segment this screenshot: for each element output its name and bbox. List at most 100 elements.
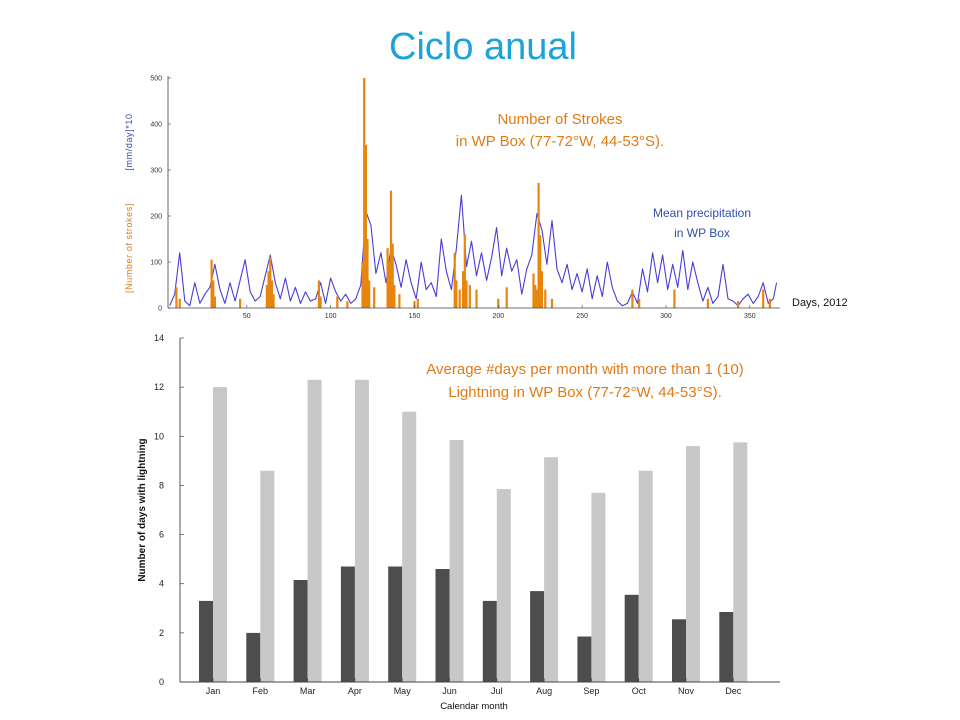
stroke-bar xyxy=(534,285,537,308)
stroke-bar xyxy=(638,298,641,308)
x-tick-label: 200 xyxy=(492,313,504,320)
stroke-bar xyxy=(178,298,181,308)
precipitation-annotation-line-1: Mean precipitation xyxy=(653,206,751,220)
bar-light xyxy=(449,440,464,682)
bar-light xyxy=(733,442,748,682)
y-tick-label: 10 xyxy=(154,431,164,441)
stroke-bar xyxy=(505,287,508,308)
stroke-bar xyxy=(475,289,478,308)
y-tick-label: 100 xyxy=(150,260,162,267)
stroke-bar xyxy=(319,296,322,308)
strokes-annotation-line-1: Number of Strokes xyxy=(497,111,622,128)
stroke-bar xyxy=(210,259,213,308)
lightning-annotation-line-1: Average #days per month with more than 1… xyxy=(426,361,743,378)
stroke-bar xyxy=(269,257,272,308)
stroke-bar xyxy=(239,298,242,308)
bar-light xyxy=(591,492,606,682)
bar-dark xyxy=(719,612,734,682)
strokes-precipitation-chart: 0 100 200 300 400 500 50 100 150 200 250 300 350 [Nu… xyxy=(124,76,848,321)
bar-dark xyxy=(293,580,308,682)
bar-light xyxy=(638,470,653,682)
stroke-bar xyxy=(270,280,274,308)
month-label: Sep xyxy=(583,686,599,696)
y-tick-label: 300 xyxy=(150,168,162,175)
slide-title: Ciclo anual xyxy=(389,26,577,68)
x-tick-label: 350 xyxy=(744,313,756,320)
stroke-bar xyxy=(540,271,543,308)
bar-dark xyxy=(577,636,592,682)
stroke-bar xyxy=(762,289,765,308)
stroke-bar xyxy=(393,285,396,308)
axis-ticks: 0 100 200 300 400 500 50 100 150 200 250 300 350 xyxy=(150,76,755,321)
stroke-bar xyxy=(631,289,634,308)
bar-dark xyxy=(340,566,355,682)
stroke-bar xyxy=(212,280,215,308)
stroke-bar xyxy=(389,190,393,308)
axis-ticks: Jan Feb Mar Apr May Jun Jul Aug Sep Oct Nov Dec 0 2 4 6… xyxy=(154,333,742,696)
stroke-bar xyxy=(267,271,270,308)
stroke-bar xyxy=(539,235,542,308)
bar-dark xyxy=(672,619,686,682)
stroke-bar xyxy=(336,296,339,308)
bar-light xyxy=(307,379,322,682)
bar-light xyxy=(213,387,227,682)
y-tick-label: 200 xyxy=(150,214,162,221)
month-label: Jun xyxy=(442,686,457,696)
stroke-bar xyxy=(463,234,466,308)
strokes-series xyxy=(175,78,771,308)
stroke-bar xyxy=(737,301,740,308)
stroke-bar xyxy=(550,298,554,308)
stroke-bar xyxy=(453,252,456,308)
y-axis-label: Number of days with lightning xyxy=(137,438,148,581)
bar-dark xyxy=(482,600,497,682)
stroke-bar xyxy=(468,285,471,308)
stroke-bar xyxy=(368,280,371,308)
bar-dark xyxy=(388,566,403,682)
strokes-annotation-line-2: in WP Box (77-72°W, 44-53°S). xyxy=(456,133,664,150)
y-tick-label: 400 xyxy=(150,122,162,129)
month-label: Oct xyxy=(632,686,647,696)
bar-dark xyxy=(246,632,261,682)
x-tick-label: 150 xyxy=(409,313,421,320)
bar-light xyxy=(402,411,417,682)
stroke-bar xyxy=(361,262,364,308)
precipitation-annotation-line-2: in WP Box xyxy=(674,226,730,240)
y-tick-label: 4 xyxy=(159,579,164,589)
month-label: May xyxy=(394,686,412,696)
month-label: Aug xyxy=(536,686,552,696)
stroke-bar xyxy=(386,248,389,308)
stroke-bar xyxy=(175,287,178,308)
stroke-bar xyxy=(272,294,275,308)
month-label: Feb xyxy=(253,686,269,696)
x-axis-label: Days, 2012 xyxy=(792,297,848,309)
lightning-annotation-line-2: Lightning in WP Box (77-72°W, 44-53°S). xyxy=(448,384,722,401)
x-tick-label: 250 xyxy=(576,313,588,320)
bar-dark xyxy=(199,600,213,682)
stroke-bar xyxy=(535,289,538,308)
y-tick-label: 0 xyxy=(159,677,164,687)
stroke-bar xyxy=(497,298,500,308)
stroke-bar xyxy=(398,294,401,308)
stroke-bar xyxy=(768,298,771,308)
bar-light xyxy=(686,446,700,682)
x-tick-label: 100 xyxy=(325,313,337,320)
stroke-bar xyxy=(364,144,367,308)
stroke-bar xyxy=(532,273,535,308)
bar-light xyxy=(496,489,511,682)
stroke-bar xyxy=(413,301,416,308)
stroke-bar xyxy=(544,289,547,308)
y-tick-label: 6 xyxy=(159,530,164,540)
month-label: Nov xyxy=(678,686,695,696)
month-label: Jan xyxy=(206,686,221,696)
y-tick-label: 12 xyxy=(154,382,164,392)
bar-light xyxy=(260,470,275,682)
stroke-bar xyxy=(373,287,376,308)
month-label: Apr xyxy=(348,686,362,696)
bar-light xyxy=(354,379,369,682)
stroke-bar xyxy=(265,285,268,308)
stroke-bar xyxy=(346,301,349,308)
x-axis-label: Calendar month xyxy=(440,701,508,712)
month-label: Mar xyxy=(300,686,316,696)
bar-light xyxy=(544,457,559,682)
y-tick-label: 8 xyxy=(159,480,164,490)
